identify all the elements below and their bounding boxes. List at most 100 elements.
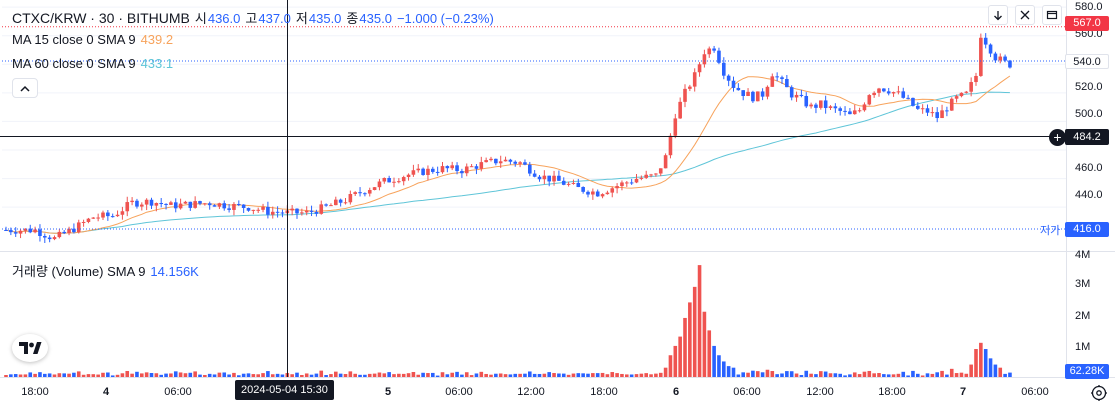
price-tick: 560.0	[1075, 28, 1103, 40]
candle-body	[9, 230, 13, 233]
candle-body	[57, 231, 62, 238]
volume-bar	[358, 374, 362, 377]
candle-body	[949, 98, 954, 111]
volume-bar	[106, 372, 110, 377]
volume-legend[interactable]: 거래량 (Volume) SMA 9 14.156K	[12, 261, 199, 280]
volume-bar	[4, 375, 8, 377]
volume-bar	[916, 373, 920, 377]
volume-bar	[115, 374, 120, 377]
volume-bar	[571, 373, 576, 377]
candle-body	[755, 91, 760, 102]
time-tick: 18:00	[21, 386, 49, 398]
volume-bar	[101, 372, 105, 377]
candle-body	[561, 180, 566, 185]
volume-label: 거래량 (Volume) SMA 9	[12, 264, 146, 279]
settings-gear-icon[interactable]	[1090, 384, 1108, 402]
candle-body	[916, 105, 920, 109]
candle-body	[246, 207, 251, 211]
candle-body	[130, 200, 134, 203]
ma60-line	[5, 91, 1010, 234]
volume-bar	[241, 373, 246, 377]
volume-bar	[862, 371, 867, 377]
candle-body	[110, 216, 115, 218]
tradingview-logo[interactable]	[12, 334, 48, 362]
candle-body	[542, 175, 547, 180]
volume-bar	[149, 373, 154, 377]
volume-bar	[537, 373, 542, 377]
volume-bar	[372, 373, 377, 377]
candle-body	[901, 91, 906, 98]
volume-bar	[688, 302, 692, 377]
candle-body	[843, 110, 847, 112]
volume-bar	[474, 373, 479, 377]
candle-body	[814, 104, 818, 108]
candle-body	[940, 110, 944, 119]
candle-body	[33, 229, 37, 233]
volume-bar	[154, 373, 159, 377]
volume-bar	[178, 372, 183, 377]
volume-bar	[280, 374, 285, 377]
volume-tick: 1M	[1075, 341, 1091, 353]
close-icon	[1020, 10, 1030, 20]
volume-bar	[658, 372, 663, 377]
candle-body	[377, 181, 382, 188]
candle-body	[930, 112, 935, 114]
volume-bar	[886, 374, 891, 377]
volume-bar	[591, 373, 595, 377]
candle-body	[688, 86, 692, 89]
volume-bar	[983, 349, 988, 377]
candle-body	[654, 173, 658, 175]
candle-body	[557, 175, 561, 181]
volume-bar	[988, 358, 993, 377]
time-tick: 4	[102, 386, 110, 398]
open-value: 436.0	[207, 11, 241, 26]
symbol-title[interactable]: CTXC/KRW · 30 · BITHUMB	[12, 10, 190, 26]
candle-body	[600, 194, 605, 197]
candle-body	[770, 76, 775, 87]
volume-bar	[246, 373, 251, 377]
candle-body	[324, 204, 328, 206]
move-pane-down-button[interactable]	[988, 5, 1008, 25]
time-tick: 18:00	[878, 386, 906, 398]
candle-body	[81, 221, 86, 223]
volume-bar	[304, 373, 309, 377]
low-text: 저가	[1040, 225, 1061, 237]
add-alert-plus-icon[interactable]: +	[1049, 129, 1066, 146]
volume-bar	[993, 364, 998, 377]
crosshair-price-label: 484.2	[1065, 129, 1109, 145]
price-tick: 520.0	[1075, 81, 1103, 93]
ma15-legend[interactable]: MA 15 close 0 SMA 9 439.2	[12, 32, 173, 47]
volume-bar	[120, 373, 125, 377]
ma60-legend[interactable]: MA 60 close 0 SMA 9 433.1	[12, 56, 173, 71]
candle-body	[591, 191, 595, 195]
close-value: 435.0	[359, 11, 392, 26]
collapse-legend-button[interactable]	[12, 78, 38, 98]
volume-bar	[518, 373, 522, 377]
candle-body	[634, 178, 639, 183]
candle-body	[649, 174, 653, 176]
candle-body	[52, 237, 57, 240]
candle-body	[547, 175, 551, 182]
candle-body	[498, 161, 503, 164]
maximize-pane-button[interactable]	[1042, 5, 1062, 25]
volume-bar	[23, 374, 28, 377]
candle-body	[13, 232, 18, 234]
volume-bar	[159, 374, 163, 377]
volume-bar	[959, 372, 964, 377]
volume-tick: 3M	[1075, 278, 1091, 290]
volume-bar	[251, 374, 256, 377]
volume-bar	[852, 372, 857, 377]
volume-bar	[775, 374, 779, 377]
volume-bar	[237, 375, 241, 377]
candle-body	[595, 191, 600, 197]
volume-bar	[9, 374, 13, 377]
close-pane-button[interactable]	[1015, 5, 1035, 25]
candle-body	[227, 208, 231, 210]
volume-bar	[513, 373, 518, 377]
volume-bar	[183, 373, 188, 377]
candle-body	[702, 54, 707, 65]
candle-body	[217, 203, 222, 207]
